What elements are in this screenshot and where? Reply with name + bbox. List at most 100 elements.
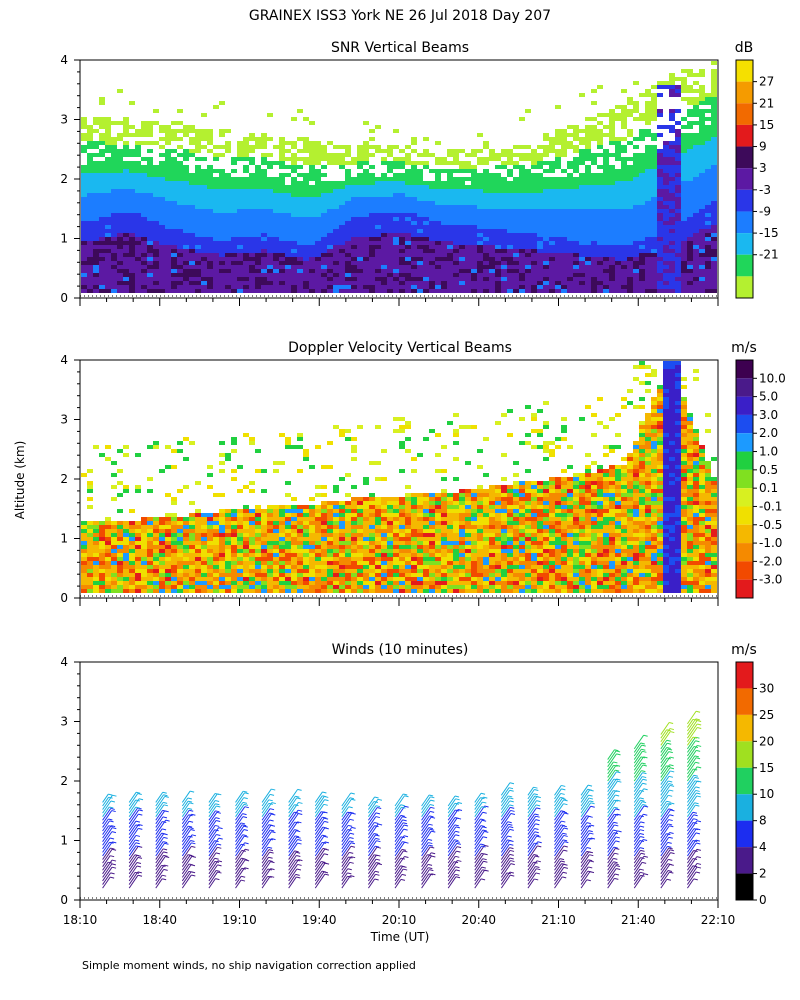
doppler-cell bbox=[273, 585, 279, 589]
doppler-cell bbox=[153, 533, 159, 537]
colorbar-swatch bbox=[736, 103, 753, 125]
snr-cell bbox=[291, 209, 297, 213]
snr-cell bbox=[645, 273, 651, 277]
snr-cell bbox=[387, 185, 393, 189]
snr-cell bbox=[645, 281, 651, 285]
snr-cell bbox=[339, 153, 345, 157]
snr-cell bbox=[651, 213, 657, 217]
snr-cell bbox=[609, 193, 615, 197]
snr-cell bbox=[213, 241, 219, 245]
doppler-cell bbox=[201, 561, 207, 565]
snr-cell bbox=[327, 265, 333, 269]
snr-cell bbox=[243, 233, 249, 237]
snr-cell bbox=[237, 141, 243, 145]
snr-cell bbox=[357, 289, 363, 293]
snr-cell bbox=[597, 229, 603, 233]
snr-cell bbox=[627, 225, 633, 229]
snr-cell bbox=[117, 257, 123, 261]
snr-cell bbox=[543, 169, 549, 173]
snr-cell bbox=[699, 85, 705, 89]
snr-cell bbox=[117, 185, 123, 189]
snr-cell bbox=[291, 185, 297, 189]
snr-cell bbox=[465, 153, 471, 157]
snr-cell bbox=[81, 289, 87, 293]
snr-cell bbox=[411, 241, 417, 245]
snr-cell bbox=[579, 193, 585, 197]
snr-cell bbox=[387, 253, 393, 257]
snr-cell bbox=[567, 161, 573, 165]
snr-cell bbox=[459, 277, 465, 281]
snr-cell bbox=[123, 285, 129, 289]
doppler-cell bbox=[231, 549, 237, 553]
snr-cell bbox=[711, 61, 717, 65]
doppler-cell bbox=[87, 549, 93, 553]
snr-cell bbox=[621, 185, 627, 189]
doppler-cell bbox=[255, 449, 261, 453]
snr-cell bbox=[177, 245, 183, 249]
doppler-cell bbox=[279, 545, 285, 549]
snr-cell bbox=[339, 165, 345, 169]
snr-cell bbox=[669, 269, 675, 273]
snr-cell bbox=[651, 133, 657, 137]
snr-cell bbox=[423, 193, 429, 197]
snr-cell bbox=[159, 125, 165, 129]
snr-cell bbox=[381, 209, 387, 213]
snr-cell bbox=[267, 273, 273, 277]
snr-cell bbox=[561, 217, 567, 221]
snr-cell bbox=[447, 249, 453, 253]
snr-cell bbox=[591, 213, 597, 217]
snr-cell bbox=[357, 241, 363, 245]
doppler-cell bbox=[243, 541, 249, 545]
snr-cell bbox=[519, 165, 525, 169]
snr-cell bbox=[531, 209, 537, 213]
snr-cell bbox=[243, 277, 249, 281]
snr-cell bbox=[441, 285, 447, 289]
snr-cell bbox=[669, 89, 675, 93]
snr-cell bbox=[231, 181, 237, 185]
y-tick-label: 4 bbox=[60, 53, 68, 67]
snr-cell bbox=[489, 237, 495, 241]
snr-cell bbox=[201, 285, 207, 289]
snr-cell bbox=[387, 197, 393, 201]
snr-cell bbox=[669, 237, 675, 241]
doppler-cell bbox=[219, 557, 225, 561]
snr-cell bbox=[189, 213, 195, 217]
doppler-cell bbox=[219, 585, 225, 589]
snr-cell bbox=[675, 201, 681, 205]
snr-cell bbox=[519, 117, 525, 121]
snr-cell bbox=[375, 145, 381, 149]
shared-y-label: Altitude (km) bbox=[13, 441, 27, 520]
snr-cell bbox=[225, 149, 231, 153]
snr-cell bbox=[711, 217, 717, 221]
snr-cell bbox=[321, 165, 327, 169]
snr-cell bbox=[147, 273, 153, 277]
snr-cell bbox=[591, 257, 597, 261]
snr-cell bbox=[525, 193, 531, 197]
snr-cell bbox=[369, 173, 375, 177]
snr-cell bbox=[585, 201, 591, 205]
snr-cell bbox=[267, 209, 273, 213]
snr-cell bbox=[159, 177, 165, 181]
snr-cell bbox=[201, 157, 207, 161]
snr-cell bbox=[141, 225, 147, 229]
doppler-cell bbox=[111, 553, 117, 557]
snr-cell bbox=[255, 277, 261, 281]
snr-cell bbox=[111, 185, 117, 189]
snr-cell bbox=[429, 265, 435, 269]
snr-cell bbox=[381, 257, 387, 261]
doppler-cell bbox=[171, 501, 177, 505]
snr-cell bbox=[399, 285, 405, 289]
snr-cell bbox=[309, 177, 315, 181]
snr-cell bbox=[675, 85, 681, 89]
snr-cell bbox=[567, 177, 573, 181]
snr-cell bbox=[303, 193, 309, 197]
snr-cell bbox=[633, 229, 639, 233]
snr-cell bbox=[531, 269, 537, 273]
snr-cell bbox=[369, 229, 375, 233]
snr-cell bbox=[603, 257, 609, 261]
doppler-cell bbox=[267, 525, 273, 529]
doppler-cell bbox=[225, 509, 231, 513]
snr-cell bbox=[633, 109, 639, 113]
snr-cell bbox=[147, 289, 153, 293]
snr-cell bbox=[105, 249, 111, 253]
